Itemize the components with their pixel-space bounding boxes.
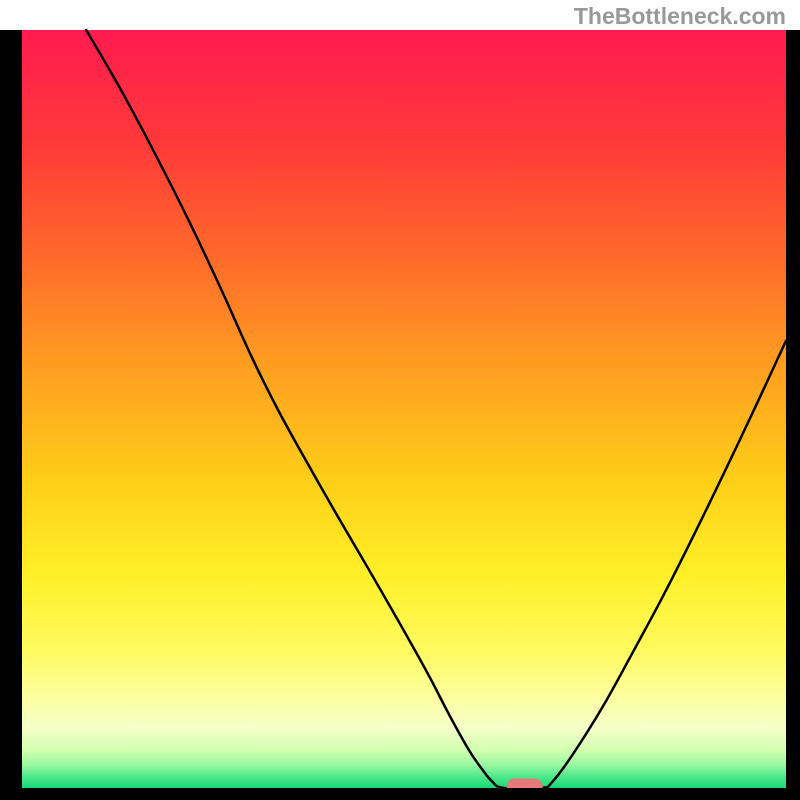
frame-right	[786, 30, 800, 800]
watermark-text: TheBottleneck.com	[574, 3, 786, 29]
frame-bottom	[0, 788, 800, 800]
plot-background-gradient	[22, 30, 786, 788]
frame-left	[0, 30, 22, 800]
